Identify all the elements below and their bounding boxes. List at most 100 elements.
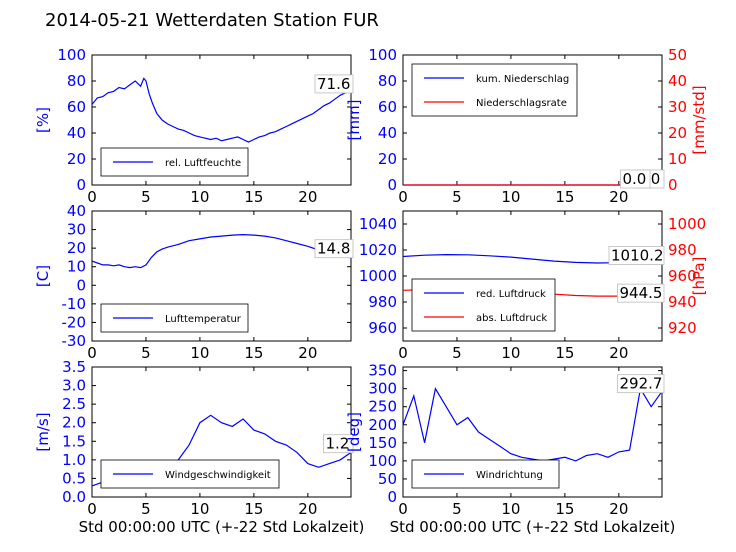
- humidity-ylabel: [%]: [34, 107, 52, 133]
- temp-ylabel: [C]: [34, 265, 52, 287]
- wind-ytick-label: 3.5: [62, 358, 86, 376]
- pressure-xtick-label: 10: [501, 344, 520, 362]
- humidity-ytick-label: 100: [57, 46, 86, 64]
- precip-ytick-label-right: 40: [668, 72, 687, 90]
- wind-xtick-label: 5: [141, 500, 151, 518]
- humidity-panel: 0 5 10 15 20 0 20 40 60 80 100 [%] rel. Luftfeuchte 7…: [34, 46, 354, 206]
- temp-xtick-label: 20: [298, 344, 317, 362]
- winddir-xlabel: Std 00:00:00 UTC (+-22 Std Lokalzeit): [390, 518, 676, 536]
- precip-ytick-label-right: 50: [668, 46, 687, 64]
- precip-ytick-label: 100: [368, 46, 397, 64]
- winddir-ytick-label: 100: [368, 452, 397, 470]
- winddir-ylabel: [deg]: [345, 412, 363, 452]
- pressure-last-value-2-box: [617, 283, 665, 303]
- temp-ytick-label: 30: [67, 221, 86, 239]
- precip-ytick-label: 0: [387, 176, 397, 194]
- winddir-ytick-label: 250: [368, 398, 397, 416]
- humidity-legend-label: rel. Luftfeuchte: [165, 158, 241, 169]
- precip-panel: 0 5 10 15 20 0 20 40 60 80 100 0 10 20 30 40 50 [mm] [mm/s…: [345, 46, 708, 206]
- pressure-ytick-label-right: 940: [668, 293, 697, 311]
- winddir-ytick-label: 0: [387, 488, 397, 506]
- winddir-series-line-0: [402, 387, 663, 462]
- pressure-ytick-label: 960: [368, 319, 397, 337]
- wind-ytick-label: 1.0: [62, 451, 86, 469]
- pressure-ytick-label: 980: [368, 293, 397, 311]
- precip-xtick-label: 15: [555, 188, 574, 206]
- humidity-xtick-label: 20: [298, 188, 317, 206]
- pressure-ytick-label: 1020: [359, 241, 397, 259]
- temp-ytick-label: 0: [76, 276, 86, 294]
- pressure-last-value: 1010.2: [611, 246, 664, 264]
- wind-xtick-label: 10: [190, 500, 209, 518]
- humidity-last-value: 71.6: [317, 75, 350, 93]
- wind-ytick-label: 3.0: [62, 377, 86, 395]
- humidity-ytick-label: 80: [67, 72, 86, 90]
- humidity-ytick-label: 20: [67, 150, 86, 168]
- precip-xtick-label: 0: [398, 188, 408, 206]
- precip-ytick-label-right: 30: [668, 98, 687, 116]
- pressure-ytick-label-right: 960: [668, 267, 697, 285]
- humidity-ytick-label: 60: [67, 98, 86, 116]
- temp-ytick-label: -30: [62, 332, 87, 350]
- humidity-series-line-0: [91, 77, 352, 143]
- temp-ytick-label: 20: [67, 239, 86, 257]
- humidity-xtick-label: 10: [190, 188, 209, 206]
- temp-ytick-label: -10: [62, 295, 87, 313]
- pressure-ytick-label: 1000: [359, 267, 397, 285]
- pressure-legend-label: red. Luftdruck: [476, 289, 546, 300]
- precip-ytick-label: 20: [378, 150, 397, 168]
- pressure-legend-box: [411, 278, 556, 332]
- pressure-xtick-label: 20: [609, 344, 628, 362]
- pressure-last-value-2: 944.5: [620, 284, 663, 302]
- wind-ytick-label: 2.5: [62, 395, 86, 413]
- figure-title: 2014-05-21 Wetterdaten Station FUR: [45, 10, 379, 31]
- precip-legend-box: [411, 63, 578, 117]
- precip-legend-label: kum. Niederschlag: [476, 74, 569, 85]
- winddir-last-value-box: [617, 374, 665, 394]
- pressure-ylabel-right: [hPa]: [690, 257, 708, 296]
- winddir-xtick-label: 20: [609, 500, 628, 518]
- precip-ytick-label-right: 10: [668, 150, 687, 168]
- pressure-ytick-label-right: 980: [668, 241, 697, 259]
- temp-last-value: 14.8: [317, 240, 350, 258]
- humidity-ytick-label: 0: [76, 176, 86, 194]
- winddir-xtick-label: 5: [452, 500, 462, 518]
- wind-ylabel: [m/s]: [34, 412, 52, 451]
- precip-xtick-label: 20: [609, 188, 628, 206]
- humidity-xtick-label: 5: [141, 188, 151, 206]
- humidity-xtick-label: 0: [87, 188, 97, 206]
- precip-ytick-label: 80: [378, 72, 397, 90]
- wind-panel: 0 5 10 15 20 0.00.51.01.52.02.53.03.5 [m/s] Std…: [34, 358, 364, 536]
- precip-legend-label: Niederschlagsrate: [476, 98, 567, 109]
- winddir-xtick-label: 15: [555, 500, 574, 518]
- temp-ytick-label: 40: [67, 202, 86, 220]
- temp-xtick-label: 5: [141, 344, 151, 362]
- precip-ytick-label: 60: [378, 98, 397, 116]
- temp-last-value-box: [314, 239, 354, 259]
- wind-xtick-label: 15: [244, 500, 263, 518]
- pressure-legend-label: abs. Luftdruck: [476, 313, 547, 324]
- pressure-ytick-label-right: 1000: [668, 215, 706, 233]
- humidity-xtick-label: 15: [244, 188, 263, 206]
- wind-ytick-label: 2.0: [62, 414, 86, 432]
- winddir-ytick-label: 300: [368, 380, 397, 398]
- wind-ytick-label: 0.0: [62, 488, 86, 506]
- pressure-panel: 0 5 10 15 2096098010001020104092094096098010…: [359, 210, 708, 362]
- precip-ytick-label: 40: [378, 124, 397, 142]
- wind-xlabel: Std 00:00:00 UTC (+-22 Std Lokalzeit): [79, 518, 365, 536]
- temp-ytick-label: -20: [62, 313, 87, 331]
- temp-xtick-label: 0: [87, 344, 97, 362]
- pressure-last-value-box: [608, 245, 665, 265]
- pressure-ytick-label: 1040: [359, 215, 397, 233]
- temp-xtick-label: 15: [244, 344, 263, 362]
- wind-xtick-label: 0: [87, 500, 97, 518]
- wind-legend-label: Windgeschwindigkeit: [165, 470, 271, 481]
- humidity-last-value-box: [314, 74, 354, 94]
- precip-ylabel-right: [mm/std]: [690, 85, 708, 154]
- wind-ytick-label: 0.5: [62, 469, 86, 487]
- wind-xtick-label: 20: [298, 500, 317, 518]
- pressure-xtick-label: 5: [452, 344, 462, 362]
- winddir-ytick-label: 200: [368, 416, 397, 434]
- precip-ytick-label-right: 0: [668, 176, 678, 194]
